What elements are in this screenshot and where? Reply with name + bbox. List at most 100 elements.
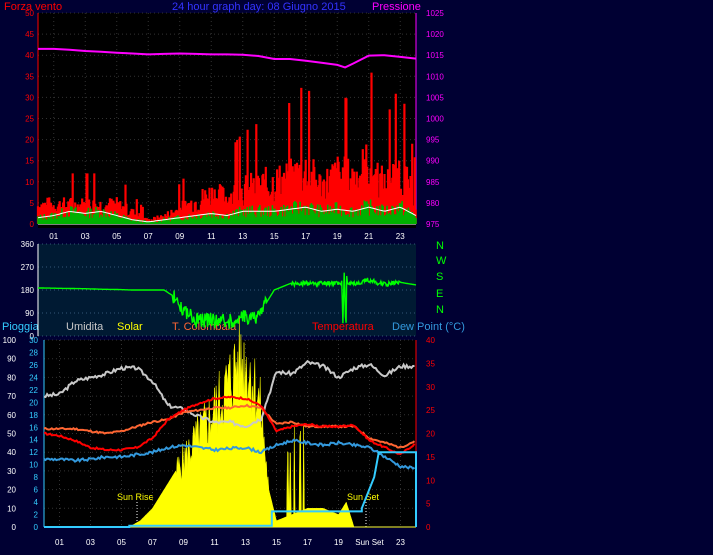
wind-tick-label-9: 45: [25, 30, 34, 39]
wind-tick-label-4: 20: [25, 136, 34, 145]
temp-tick-label-0: 0: [426, 523, 431, 532]
wind-x-tick-8: 17: [301, 232, 310, 241]
pressure-tick-label-3: 990: [426, 157, 440, 166]
pressure-tick-label-10: 1025: [426, 9, 444, 18]
rain-tick-label-14: 28: [29, 348, 38, 357]
rain-tick-label-0: 0: [34, 523, 39, 532]
rain-tick-label-13: 26: [29, 361, 38, 370]
pressure-tick-label-8: 1015: [426, 51, 444, 60]
temp-tick-label-2: 10: [426, 476, 435, 485]
humidity-tick-label-1: 10: [7, 504, 16, 513]
wind-tick-label-0: 0: [30, 220, 35, 229]
wind-tick-label-3: 15: [25, 157, 34, 166]
chart-title: 24 hour graph day: 08 Giugno 2015: [172, 1, 346, 13]
pressure-tick-label-1: 980: [426, 199, 440, 208]
rain-tick-label-4: 8: [34, 473, 39, 482]
rain-tick-label-6: 12: [29, 448, 38, 457]
temp-tick-label-6: 30: [426, 383, 435, 392]
pressure-tick-label-5: 1000: [426, 115, 444, 124]
wind-direction-line: [38, 272, 417, 330]
pressure-tick-label-9: 1020: [426, 30, 444, 39]
direction-tick-label-2: 180: [21, 286, 35, 295]
direction-tick-label-3: 270: [21, 263, 35, 272]
temp-x-tick-0: 01: [55, 538, 64, 547]
pressure-tick-label-6: 1005: [426, 93, 444, 102]
rain-tick-label-12: 24: [29, 373, 38, 382]
humidity-tick-label-0: 0: [12, 523, 17, 532]
temp-x-tick-4: 09: [179, 538, 188, 547]
humidity-tick-label-5: 50: [7, 430, 16, 439]
sunrise-label: Sun Rise: [117, 492, 154, 502]
wind-x-tick-9: 19: [333, 232, 342, 241]
humidity-tick-label-4: 40: [7, 448, 16, 457]
temp-tick-label-3: 15: [426, 453, 435, 462]
humidity-tick-label-2: 20: [7, 486, 16, 495]
pressure-tick-label-4: 995: [426, 136, 440, 145]
pressure-axis-title: Pressione: [372, 1, 421, 13]
wind-tick-label-7: 35: [25, 72, 34, 81]
temp-x-tick-2: 05: [117, 538, 126, 547]
wind-axis-title: Forza vento: [4, 1, 62, 13]
wind-x-tick-11: 23: [396, 232, 405, 241]
rain-tick-label-7: 14: [29, 436, 38, 445]
direction-tick-label-1: 90: [25, 309, 34, 318]
pressure-tick-label-0: 975: [426, 220, 440, 229]
temp-x-tick-6: 13: [241, 538, 250, 547]
wind-x-tick-1: 03: [81, 232, 90, 241]
temp-x-tick-9: 19: [334, 538, 343, 547]
legend-rain: Pioggia: [2, 321, 40, 333]
wind-x-tick-5: 11: [207, 232, 216, 241]
wind-gust-bars: [37, 199, 417, 224]
rain-tick-label-3: 6: [34, 486, 39, 495]
pressure-line: [38, 47, 417, 69]
temp-tick-label-8: 40: [426, 336, 435, 345]
rain-tick-label-8: 16: [29, 423, 38, 432]
direction-tick-label-0: 0: [30, 332, 35, 341]
compass-label-3: E: [436, 288, 443, 300]
wind-x-tick-2: 05: [112, 232, 121, 241]
rain-tick-label-2: 4: [34, 498, 39, 507]
legend-humidity: Umidita: [66, 321, 104, 333]
compass-label-4: N: [436, 304, 444, 316]
temp-x-tick-7: 15: [272, 538, 281, 547]
wind-tick-label-2: 10: [25, 178, 34, 187]
dew-point-line: [43, 438, 416, 470]
wind-x-tick-6: 13: [238, 232, 247, 241]
rain-tick-label-5: 10: [29, 461, 38, 470]
legend-dew-point: Dew Point (°C): [392, 321, 465, 333]
wind-x-tick-0: 01: [49, 232, 58, 241]
rain-tick-label-9: 18: [29, 411, 38, 420]
rain-line: [44, 451, 417, 528]
temp-x-tick-1: 03: [86, 538, 95, 547]
pressure-tick-label-2: 985: [426, 178, 440, 187]
compass-label-0: N: [436, 240, 444, 252]
panel-wind-direction: [38, 244, 416, 336]
humidity-tick-label-9: 90: [7, 355, 16, 364]
wind-tick-label-8: 40: [25, 51, 34, 60]
wind-x-tick-3: 07: [144, 232, 153, 241]
rain-tick-label-11: 22: [29, 386, 38, 395]
wind-x-tick-7: 15: [270, 232, 279, 241]
temp-x-tick-5: 11: [210, 538, 219, 547]
temp-tick-label-4: 20: [426, 430, 435, 439]
temp-x-tick-10: Sun Set: [355, 538, 384, 547]
temp-x-tick-11: 23: [396, 538, 405, 547]
wind-tick-label-5: 25: [25, 115, 34, 124]
sunset-label: Sun Set: [347, 492, 380, 502]
temp-tick-label-1: 5: [426, 500, 431, 509]
legend-solar: Solar: [117, 321, 143, 333]
wind-tick-label-1: 5: [30, 199, 35, 208]
humidity-tick-label-3: 30: [7, 467, 16, 476]
wind-tick-label-10: 50: [25, 9, 34, 18]
humidity-tick-label-8: 80: [7, 373, 16, 382]
wind-tick-label-6: 30: [25, 93, 34, 102]
rain-tick-label-1: 2: [34, 511, 39, 520]
humidity-tick-label-7: 70: [7, 392, 16, 401]
t-colombaia-line: [43, 403, 416, 449]
wind-x-tick-4: 09: [175, 232, 184, 241]
legend-temperature: Temperatura: [312, 321, 375, 333]
temp-tick-label-7: 35: [426, 359, 435, 368]
humidity-tick-label-10: 100: [3, 336, 17, 345]
